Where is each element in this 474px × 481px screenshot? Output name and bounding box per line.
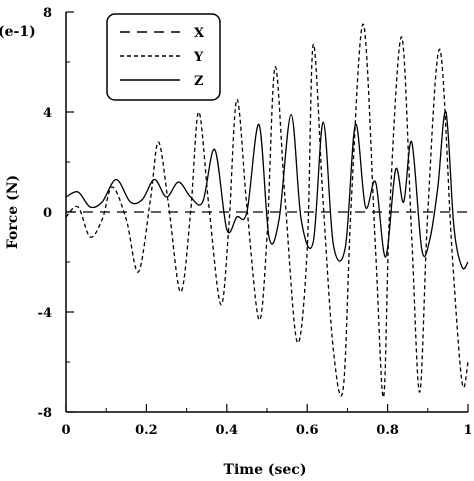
series-layer xyxy=(65,23,469,398)
y-tick-label: 0 xyxy=(43,206,52,221)
x-tick-label: 0.4 xyxy=(215,423,238,438)
y-tick-label: -4 xyxy=(38,306,52,321)
legend: X Y Z xyxy=(106,13,221,101)
y-tick-label: 8 xyxy=(43,6,52,21)
y-tick-label: -8 xyxy=(38,406,52,421)
legend-label-z: Z xyxy=(194,74,204,89)
ticks: -8 -4 0 4 8 0 0.2 0.4 0.6 0.8 1 xyxy=(38,6,473,438)
x-tick-label: 0 xyxy=(61,423,70,438)
x-tick-label: 1 xyxy=(463,423,472,438)
x-axis-title: Time (sec) xyxy=(224,462,307,478)
series-line-y xyxy=(65,23,469,398)
y-axis-title: Force (N) xyxy=(5,175,21,249)
legend-label-y: Y xyxy=(193,50,204,65)
series-line-z xyxy=(65,111,469,270)
legend-box xyxy=(106,13,221,101)
y-multiplier-label: (e-1) xyxy=(0,24,36,40)
x-tick-label: 0.8 xyxy=(376,423,399,438)
y-tick-label: 4 xyxy=(43,106,52,121)
x-tick-label: 0.2 xyxy=(135,423,158,438)
x-tick-label: 0.6 xyxy=(296,423,319,438)
legend-label-x: X xyxy=(194,26,205,41)
